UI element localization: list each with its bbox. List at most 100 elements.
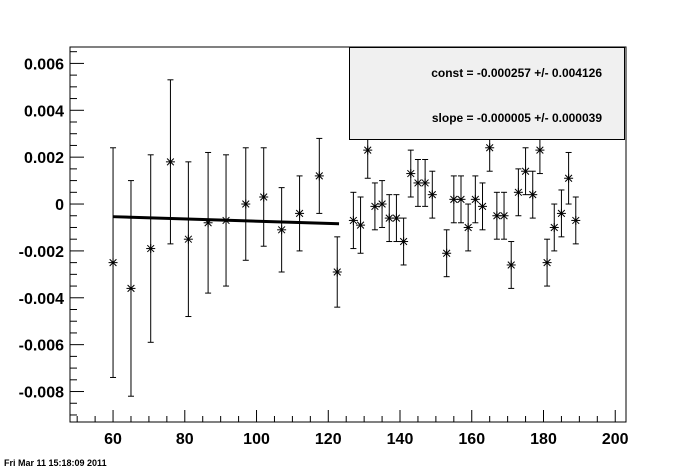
marker-stroke — [421, 179, 429, 187]
marker-stroke — [557, 209, 566, 218]
y-tick-label: -0.002 — [19, 244, 64, 261]
marker-stroke — [521, 167, 530, 175]
marker-stroke — [514, 188, 523, 197]
data-point — [384, 194, 394, 243]
data-point — [146, 154, 156, 343]
x-tick-label: 80 — [176, 431, 194, 448]
marker-stroke — [146, 244, 155, 253]
y-tick-label: -0.008 — [19, 385, 64, 402]
marker-stroke — [564, 174, 573, 182]
data-point — [521, 147, 531, 196]
data-point — [259, 147, 269, 247]
x-tick-label: 200 — [602, 431, 629, 448]
marker-stroke — [450, 195, 458, 204]
marker-stroke — [259, 193, 268, 201]
data-point — [556, 189, 566, 238]
data-point — [203, 151, 213, 294]
marker-stroke — [493, 212, 501, 220]
marker-stroke — [507, 261, 515, 269]
data-point — [420, 159, 430, 207]
data-point — [406, 149, 416, 198]
marker-stroke — [109, 258, 117, 267]
data-point — [528, 170, 538, 219]
marker-stroke — [315, 172, 324, 180]
marker-stroke — [529, 190, 537, 199]
data-point — [513, 168, 523, 217]
marker-stroke — [485, 144, 494, 152]
marker-stroke — [399, 237, 408, 246]
y-tick-label: -0.004 — [19, 291, 64, 308]
marker-stroke — [356, 221, 365, 229]
data-point — [108, 147, 118, 378]
data-point — [314, 137, 324, 214]
marker-stroke — [222, 216, 230, 225]
marker-stroke — [572, 216, 580, 225]
marker-stroke — [407, 169, 415, 178]
y-tick-label: 0.002 — [24, 150, 64, 167]
data-point — [449, 175, 459, 224]
data-point — [413, 159, 423, 207]
data-point — [549, 203, 559, 252]
data-point — [506, 241, 516, 289]
data-point — [542, 238, 552, 287]
data-point — [456, 175, 466, 224]
marker-stroke — [277, 226, 286, 234]
marker-stroke — [464, 223, 472, 232]
data-point — [221, 154, 231, 287]
marker-stroke — [295, 209, 304, 218]
marker-stroke — [364, 146, 372, 154]
data-point — [499, 191, 509, 240]
data-point — [277, 187, 287, 273]
data-point — [478, 182, 488, 231]
y-tick-label: 0 — [55, 197, 64, 214]
marker-stroke — [166, 158, 175, 166]
axes-layer: 60 80 100 120 140 160 180 200 0.006 0.004 0.002 0 -0… — [19, 46, 629, 448]
marker-stroke — [242, 200, 250, 208]
data-point — [126, 180, 136, 397]
marker-stroke — [478, 202, 487, 211]
marker-stroke — [349, 216, 358, 225]
data-point — [564, 151, 574, 205]
data-point — [183, 161, 193, 318]
marker-stroke — [371, 202, 379, 211]
y-tick-label: -0.006 — [19, 338, 64, 355]
marker-stroke — [385, 214, 393, 222]
data-points-layer — [108, 79, 581, 397]
marker-stroke — [333, 268, 341, 276]
x-tick-label: 100 — [243, 431, 270, 448]
marker-stroke — [457, 195, 465, 204]
marker-stroke — [500, 212, 508, 220]
marker-stroke — [378, 200, 386, 208]
x-tick-label: 160 — [458, 431, 485, 448]
marker-stroke — [392, 214, 401, 222]
data-point — [442, 229, 452, 278]
data-point — [165, 79, 175, 245]
marker-stroke — [550, 223, 558, 232]
x-tick-label: 60 — [104, 431, 122, 448]
data-point — [356, 196, 366, 254]
marker-stroke — [536, 146, 544, 154]
y-tick-label: 0.006 — [24, 56, 64, 73]
fit-const-text: const = -0.000257 +/- 0.004126 — [431, 66, 602, 80]
marker-stroke — [127, 284, 135, 293]
plot-frame — [69, 46, 627, 423]
data-point — [241, 147, 251, 261]
data-point — [370, 182, 380, 231]
data-point — [332, 236, 342, 308]
data-point — [399, 217, 409, 266]
data-point — [427, 170, 437, 219]
marker-stroke — [204, 219, 212, 227]
data-point — [571, 196, 581, 245]
fit-stats-box: const = -0.000257 +/- 0.004126 slope = -… — [349, 47, 625, 140]
marker-stroke — [471, 195, 480, 204]
data-point — [391, 194, 401, 243]
data-point — [463, 203, 473, 252]
data-point — [295, 175, 305, 252]
marker-stroke — [184, 235, 193, 243]
y-tick-label: 0.004 — [24, 103, 64, 120]
data-point — [377, 180, 387, 228]
data-point — [348, 191, 358, 250]
marker-stroke — [543, 258, 551, 267]
timestamp-text: Fri Mar 11 15:18:09 2011 — [4, 458, 107, 468]
